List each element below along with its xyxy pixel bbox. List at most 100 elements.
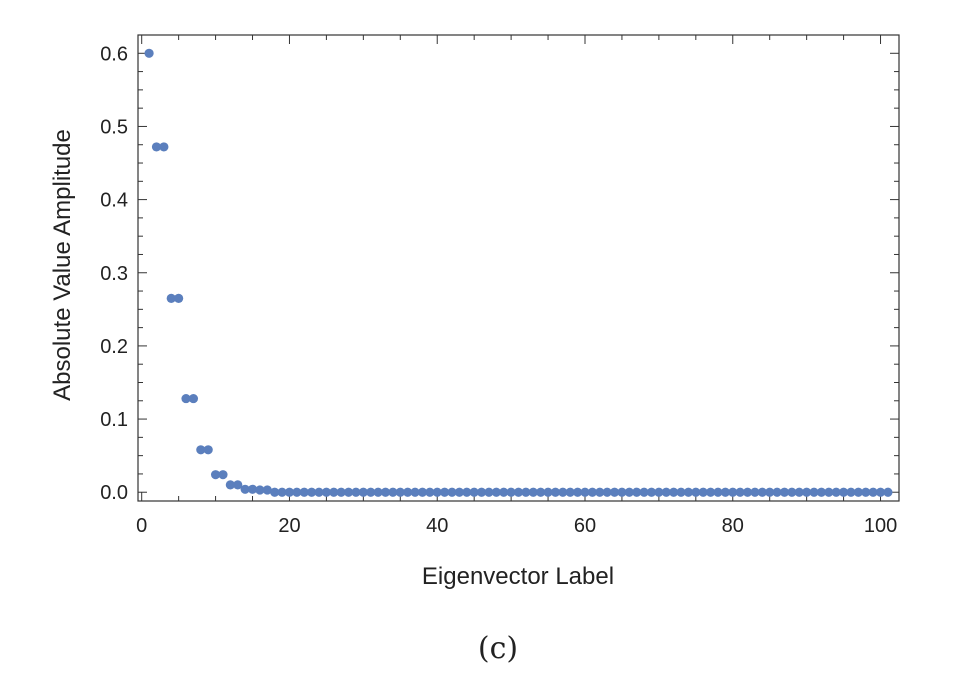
data-point [587, 487, 597, 497]
data-point [469, 487, 479, 497]
data-point [395, 487, 405, 497]
data-point [336, 487, 346, 497]
data-point [299, 487, 309, 497]
data-point [765, 487, 775, 497]
data-point [159, 142, 169, 152]
data-point [210, 470, 221, 480]
y-axis-title: Absolute Value Amplitude [49, 129, 76, 401]
data-point [403, 487, 413, 497]
data-point [772, 487, 782, 497]
data-point [447, 487, 457, 497]
data-point [779, 487, 790, 497]
data-point [595, 487, 605, 497]
data-point [742, 487, 753, 497]
data-point [676, 487, 686, 497]
x-axis: 0 20 40 60 80 100 [136, 35, 897, 537]
data-point [292, 487, 302, 497]
data-point [883, 487, 893, 497]
data-point [166, 293, 176, 303]
data-point [558, 487, 568, 497]
data-point [432, 487, 442, 497]
data-point [528, 487, 538, 497]
data-point [543, 487, 553, 497]
data-point [491, 487, 501, 497]
data-point [233, 480, 243, 490]
data-point [462, 487, 472, 497]
data-point [728, 487, 738, 497]
data-point [691, 487, 701, 497]
data-point [875, 487, 886, 497]
data-point [144, 48, 154, 58]
y-tick-label: 0.6 [100, 43, 128, 65]
data-point [506, 487, 516, 497]
data-point [410, 487, 420, 497]
y-tick-label: 0.0 [100, 482, 128, 504]
data-point [343, 487, 354, 497]
data-point [417, 487, 428, 497]
data-point [624, 487, 634, 497]
data-point [277, 487, 287, 497]
plot-frame [137, 34, 900, 502]
data-point [476, 487, 487, 497]
data-point [536, 487, 546, 497]
data-point [646, 487, 657, 497]
data-point [669, 487, 679, 497]
data-point [255, 485, 265, 495]
data-point [203, 445, 213, 455]
data-point [632, 487, 642, 497]
data-point [838, 487, 849, 497]
y-tick-label: 0.1 [100, 409, 128, 431]
data-point [262, 485, 272, 495]
data-point [809, 487, 819, 497]
data-point [683, 487, 694, 497]
data-point [440, 487, 450, 497]
data-point [816, 487, 827, 497]
data-point [698, 487, 708, 497]
data-point [351, 487, 361, 497]
data-point [307, 487, 317, 497]
data-point [550, 487, 561, 497]
data-point [750, 487, 760, 497]
data-point [735, 487, 745, 497]
data-point [151, 142, 162, 152]
data-point [174, 293, 184, 303]
data-point [713, 487, 723, 497]
data-point [513, 487, 524, 497]
data-point [366, 487, 376, 497]
x-tick-label: 0 [136, 515, 147, 537]
data-point [240, 484, 250, 494]
x-tick-label: 60 [574, 515, 596, 537]
data-point [831, 487, 841, 497]
data-point [454, 487, 464, 497]
data-point [868, 487, 878, 497]
data-point [247, 484, 258, 494]
data-point [521, 487, 531, 497]
data-point [284, 487, 295, 497]
data-point [358, 487, 368, 497]
data-point [639, 487, 649, 497]
data-point [794, 487, 804, 497]
data-point [314, 487, 324, 497]
data-point [720, 487, 730, 497]
y-tick-label: 0.3 [100, 263, 128, 285]
plot-frame-rect [137, 34, 900, 502]
data-point [757, 487, 767, 497]
x-tick-label: 80 [722, 515, 744, 537]
data-point [425, 487, 435, 497]
data-points [144, 48, 893, 497]
data-point [181, 393, 191, 404]
data-point [580, 487, 590, 497]
x-tick-label: 20 [278, 515, 300, 537]
y-tick-label: 0.2 [100, 336, 128, 358]
data-point [573, 487, 583, 497]
x-tick-label: 40 [426, 515, 448, 537]
data-point [654, 487, 664, 497]
data-point [565, 487, 575, 497]
data-point [196, 445, 206, 455]
data-point [270, 487, 280, 497]
data-point [853, 487, 863, 497]
data-point [661, 487, 671, 497]
data-point [787, 487, 797, 497]
figure-caption: (c) [478, 631, 518, 666]
